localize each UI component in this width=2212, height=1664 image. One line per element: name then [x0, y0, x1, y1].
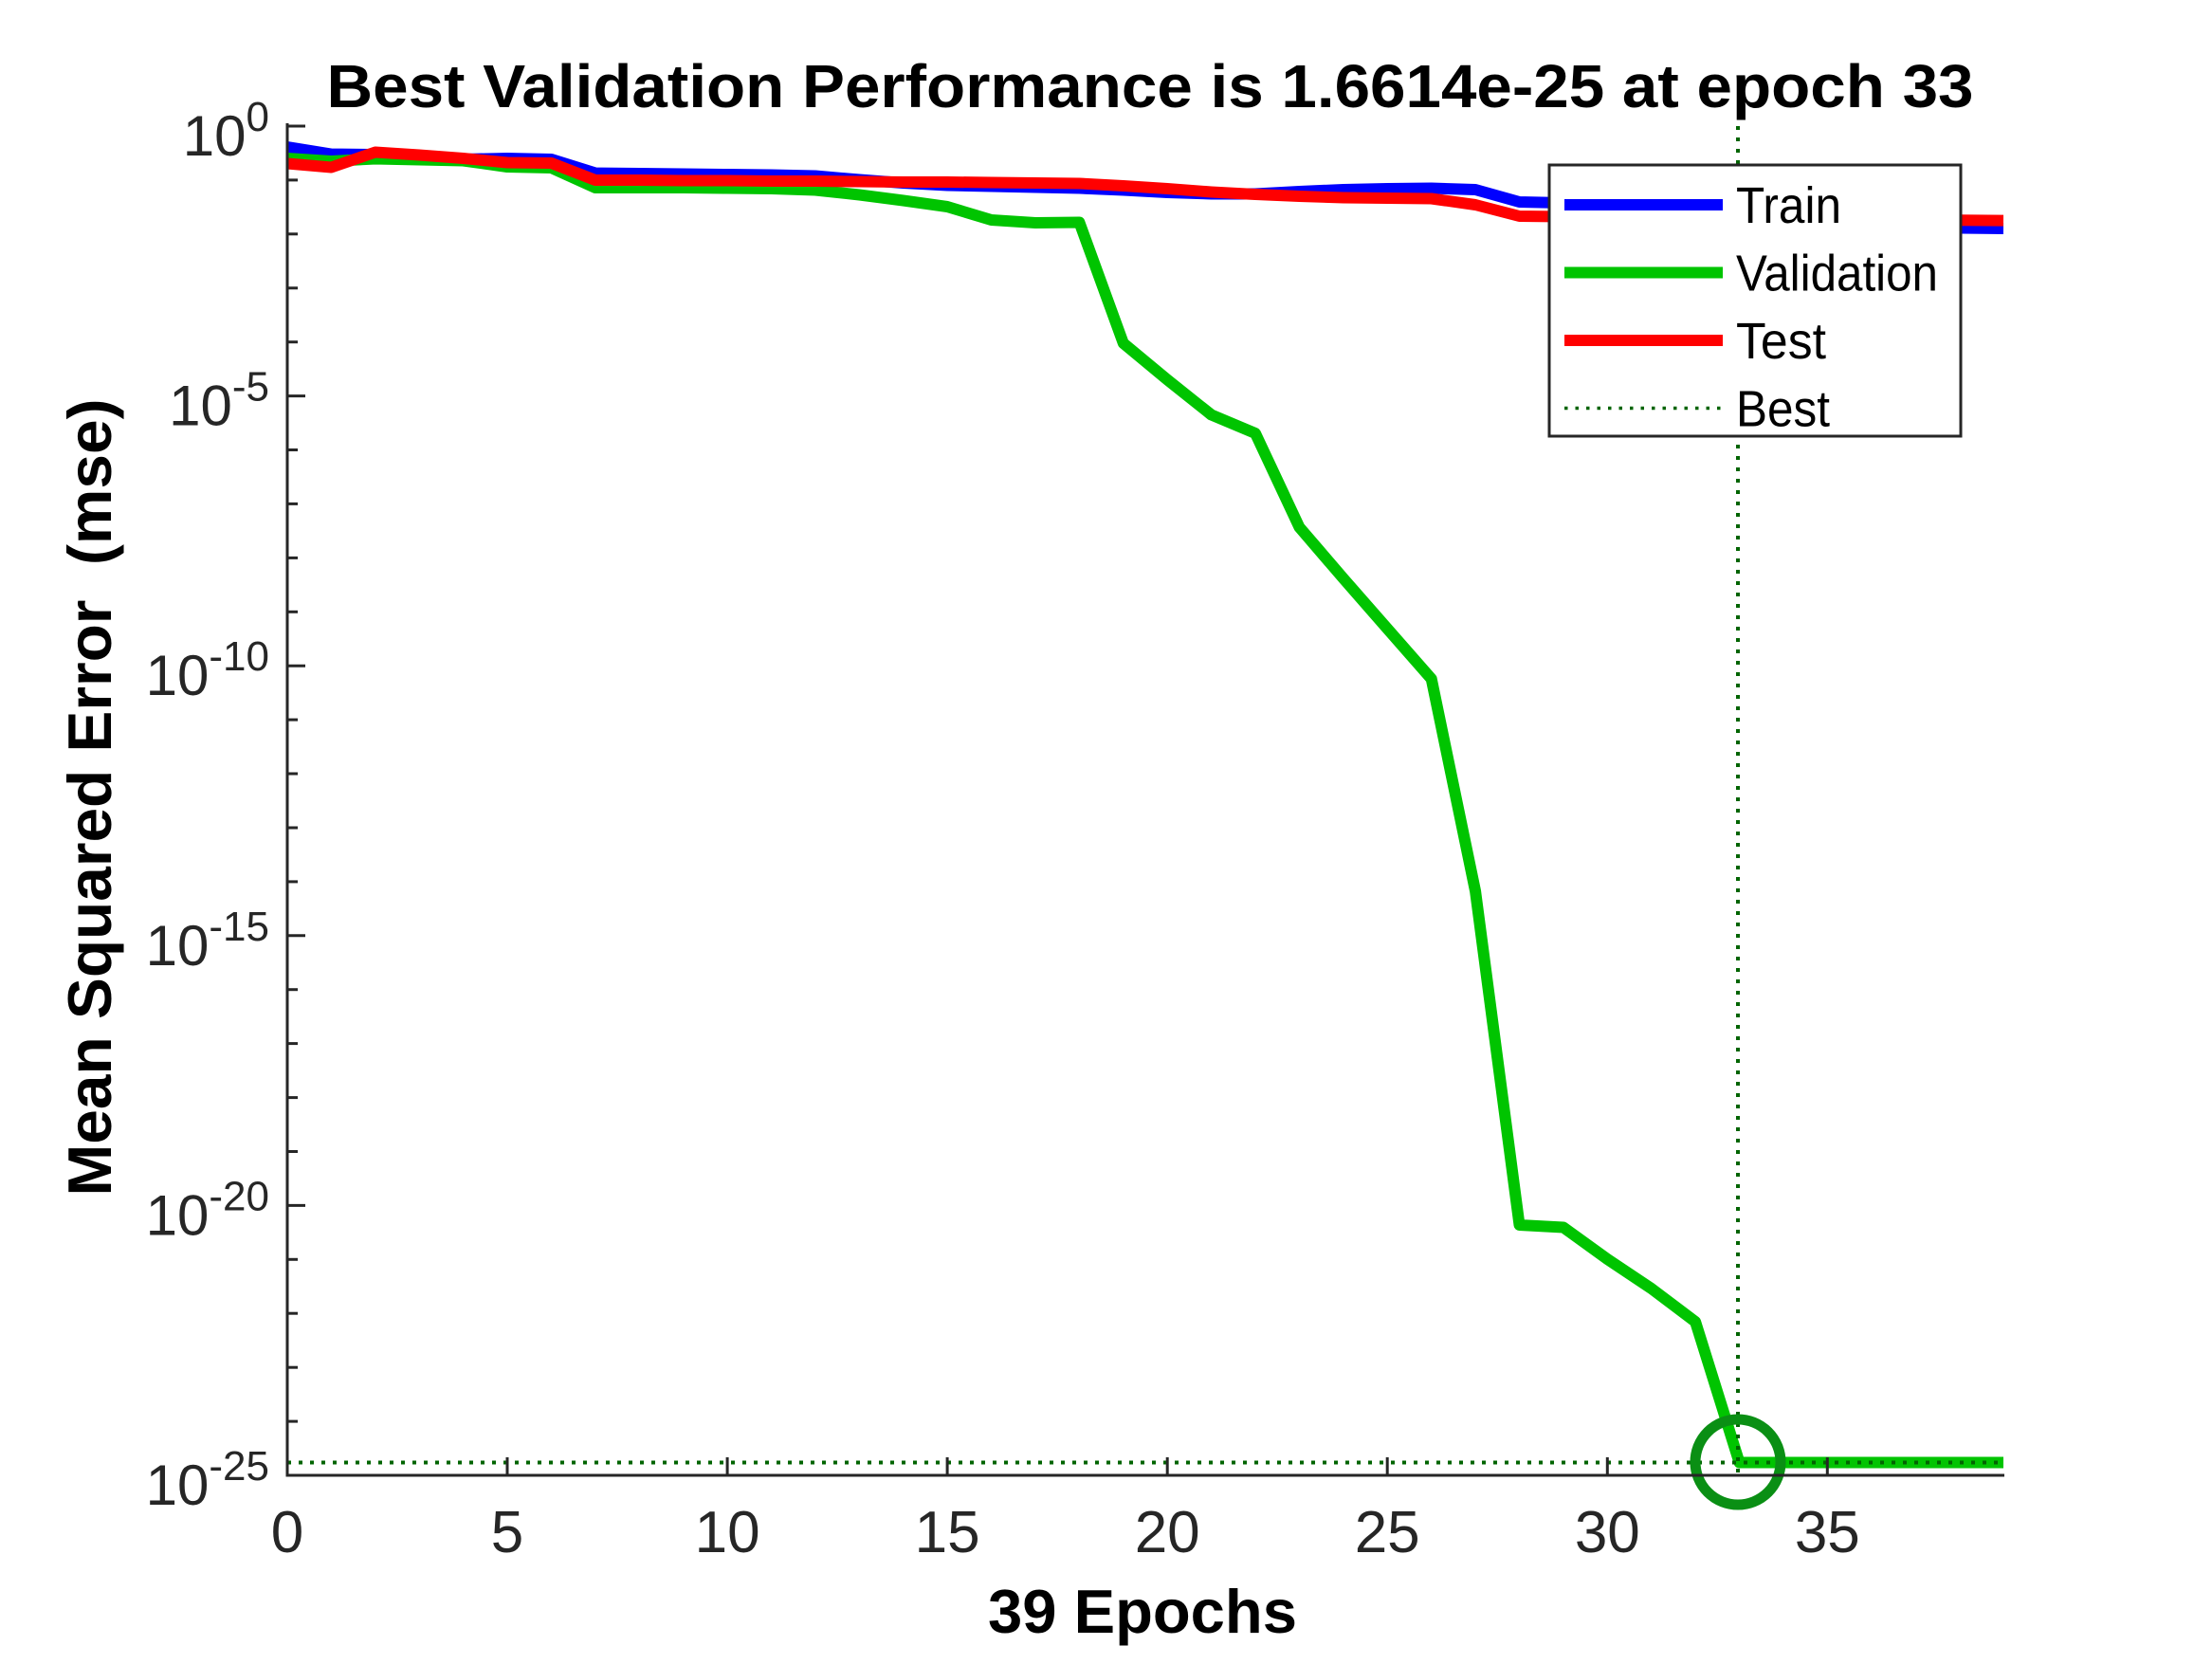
svg-text:Test: Test — [1736, 313, 1826, 370]
svg-text:Train: Train — [1736, 177, 1841, 234]
svg-text:10-10: 10-10 — [146, 633, 269, 707]
svg-text:Validation: Validation — [1736, 246, 1938, 302]
svg-text:35: 35 — [1795, 1500, 1860, 1565]
svg-text:25: 25 — [1355, 1500, 1420, 1565]
svg-text:20: 20 — [1135, 1500, 1200, 1565]
svg-text:0: 0 — [271, 1500, 303, 1565]
svg-text:Mean Squared Error (mse): Mean Squared Error (mse) — [55, 399, 124, 1197]
svg-text:15: 15 — [915, 1500, 980, 1565]
svg-text:Best Validation Performance is: Best Validation Performance is 1.6614e-2… — [327, 52, 1974, 120]
svg-text:5: 5 — [491, 1500, 523, 1565]
svg-text:10-5: 10-5 — [169, 364, 269, 438]
svg-text:39 Epochs: 39 Epochs — [988, 1577, 1297, 1646]
svg-text:10: 10 — [695, 1500, 760, 1565]
svg-text:Best: Best — [1736, 381, 1830, 438]
svg-text:10-20: 10-20 — [146, 1173, 269, 1247]
svg-text:30: 30 — [1575, 1500, 1640, 1565]
